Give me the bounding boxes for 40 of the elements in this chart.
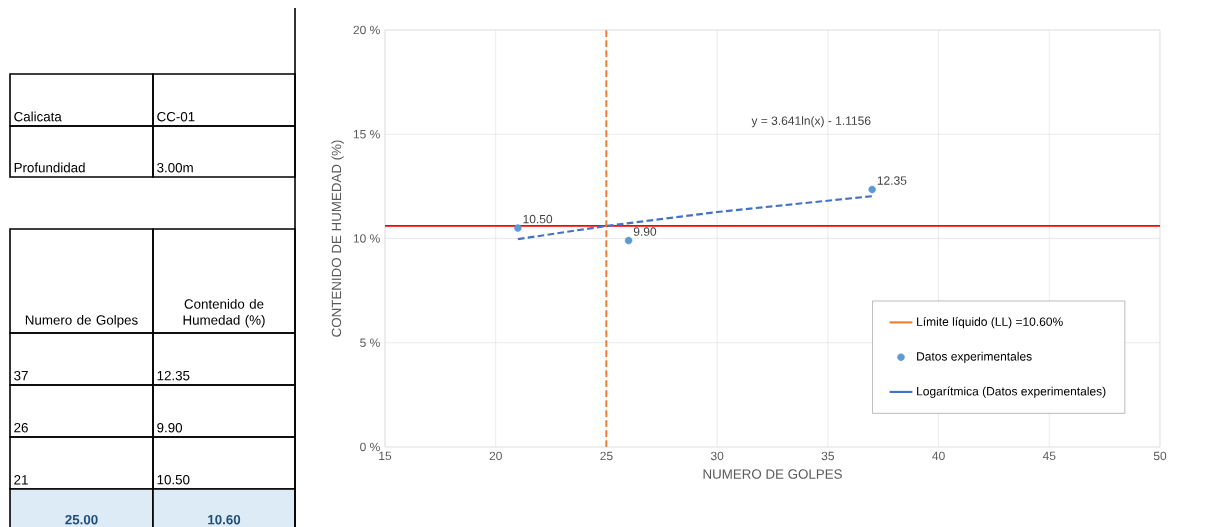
text: 9.90 — [157, 422, 183, 433]
text: 10.60 — [208, 514, 241, 525]
legend-label: Logarítmica (Datos experimentales) — [917, 386, 1106, 398]
text: Profundidad — [14, 162, 85, 173]
text: Contenido de Humedad (%) — [183, 298, 265, 328]
text: 12.35 — [157, 370, 190, 381]
text: 26 — [14, 422, 28, 433]
x-tick-label: 20 — [489, 451, 502, 461]
text: 37 — [14, 370, 28, 381]
point — [868, 185, 876, 194]
y-tick-label: 10 % — [353, 234, 380, 243]
y-axis-title: CONTENIDO DE HUMEDAD (%) — [331, 140, 344, 337]
y-tick-label: 5 % — [360, 338, 380, 347]
y-tick-label: 15 % — [353, 130, 380, 139]
text: Calicata — [14, 111, 62, 122]
y-tick-label: 20 % — [353, 25, 380, 35]
legend-label: Límite líquido (LL) =10.60% — [917, 316, 1063, 329]
point — [514, 224, 522, 232]
text: 3.00m — [157, 162, 193, 173]
text: CC-01 — [157, 111, 195, 122]
line-series — [516, 195, 874, 241]
annotation: y = 3.641ln(x) - 1.1156 — [751, 116, 871, 128]
x-tick-label: 30 — [710, 451, 724, 461]
x-tick-label: 25 — [600, 451, 613, 461]
data-label: 9.90 — [633, 227, 657, 236]
x-tick-label: 50 — [1153, 451, 1167, 461]
x-tick-label: 15 — [379, 451, 392, 461]
y-tick-label: 0 % — [360, 442, 380, 452]
data-label: 10.50 — [523, 214, 553, 224]
x-tick-label: 35 — [821, 451, 835, 461]
legend-label: Datos experimentales — [917, 351, 1032, 364]
text: 25.00 — [65, 514, 98, 525]
x-axis-title: NUMERO DE GOLPES — [703, 469, 842, 479]
point — [624, 236, 633, 245]
text: Numero de Golpes — [25, 314, 138, 328]
data-label: 12.35 — [877, 176, 907, 185]
text: 10.50 — [157, 474, 190, 485]
x-tick-label: 40 — [932, 451, 945, 461]
text: 21 — [14, 475, 28, 485]
x-tick-label: 45 — [1042, 451, 1056, 461]
